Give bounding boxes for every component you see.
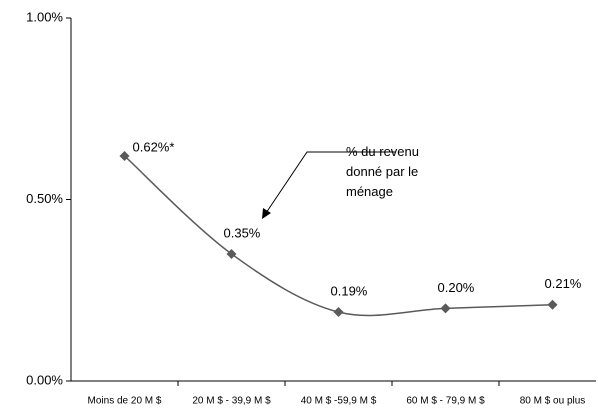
x-tick-label: 60 M $ - 79,9 M $	[406, 396, 485, 407]
y-tick-label: 0.00%	[26, 372, 63, 387]
value-label: 0.62%*	[133, 139, 175, 154]
y-tick-label: 1.00%	[26, 9, 63, 24]
marker	[226, 248, 237, 259]
x-tick-label: Moins de 20 M $	[88, 396, 162, 407]
value-label: 0.21%	[545, 276, 582, 291]
value-label: 0.19%	[331, 283, 368, 298]
line	[123, 155, 553, 317]
marker	[440, 303, 451, 314]
marker	[119, 150, 130, 161]
value-label: 0.20%	[438, 280, 475, 295]
value-label: 0.35%	[224, 225, 261, 240]
x-tick-label: 80 M $ ou plus	[520, 396, 586, 407]
marker	[547, 299, 558, 310]
annotation: % du revenu donné par le ménage	[346, 144, 419, 199]
arrow-head	[262, 208, 271, 219]
x-tick-label: 20 M $ - 39,9 M $	[192, 396, 271, 407]
marker	[333, 307, 344, 318]
annotation-arrow	[265, 151, 395, 214]
y-tick-label: 0.50%	[26, 191, 63, 206]
x-tick-label: 40 M $ -59,9 M $	[301, 396, 377, 407]
